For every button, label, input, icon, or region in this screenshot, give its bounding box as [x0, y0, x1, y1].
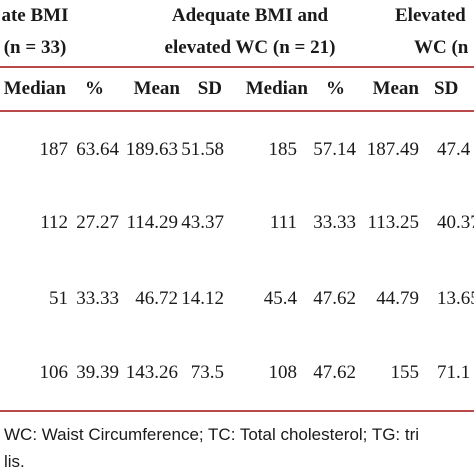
- table-cell: 71.1: [437, 362, 471, 383]
- table-cell: 47.62: [313, 362, 356, 383]
- table-footnote-line2: lis.: [4, 452, 25, 471]
- column-header-sd: SD: [434, 78, 459, 99]
- table-cell: 13.65: [437, 288, 474, 309]
- table-cell: 51.58: [181, 139, 224, 160]
- table-cell: 185: [268, 139, 298, 160]
- group-header-3-line1: Elevated: [395, 5, 466, 26]
- table-cell: 14.12: [181, 288, 224, 309]
- table-cell: 113.25: [367, 212, 419, 233]
- table-cell: 39.39: [76, 362, 119, 383]
- table-cell: 33.33: [76, 288, 119, 309]
- table-cell: 44.79: [376, 288, 419, 309]
- table-cell: 51: [49, 288, 68, 309]
- table-cell: 45.4: [263, 288, 297, 309]
- table-cell: 112: [40, 212, 68, 233]
- table-cell: 47.62: [313, 288, 356, 309]
- column-header-mean: Mean: [133, 78, 180, 99]
- header-rule-bottom: [0, 110, 474, 112]
- table-cell: 155: [390, 362, 420, 383]
- table-cell: 143.26: [125, 362, 178, 383]
- group-header-3-line2: WC (n: [414, 37, 469, 58]
- table-cell: 187.49: [366, 139, 419, 160]
- table-cell: 106: [39, 362, 69, 383]
- header-rule-top: [0, 66, 474, 68]
- column-header-sd: SD: [197, 78, 222, 99]
- group-header-1-line1: ate BMI: [1, 5, 69, 26]
- table-cell: 111: [269, 212, 297, 233]
- table-cell: 73.5: [190, 362, 224, 383]
- column-header-mean: Mean: [372, 78, 419, 99]
- table-cell: 47.4: [437, 139, 471, 160]
- table-cell: 57.14: [313, 139, 356, 160]
- table-cell: 43.37: [181, 212, 224, 233]
- table-cell: 27.27: [76, 212, 119, 233]
- table-cell: 63.64: [76, 139, 119, 160]
- column-header-median: Median: [3, 78, 66, 99]
- column-header-percent: %: [85, 78, 104, 99]
- table-rule-bottom: [0, 410, 474, 412]
- table-cell: 108: [268, 362, 298, 383]
- column-header-median: Median: [245, 78, 308, 99]
- table-cell: 40.37: [437, 212, 474, 233]
- table-footnote-line1: WC: Waist Circumference; TC: Total chole…: [4, 425, 420, 444]
- table-cell: 114.29: [126, 212, 178, 233]
- column-header-percent: %: [326, 78, 345, 99]
- table-cell: 46.72: [135, 288, 178, 309]
- group-header-2-line1: Adequate BMI and: [171, 5, 329, 26]
- group-header-2-line2: elevated WC (n = 21): [164, 37, 336, 58]
- group-header-1-line2: (n = 33): [3, 37, 67, 58]
- table-cell: 33.33: [313, 212, 356, 233]
- table-cell: 187: [39, 139, 69, 160]
- table-cell: 189.63: [125, 139, 178, 160]
